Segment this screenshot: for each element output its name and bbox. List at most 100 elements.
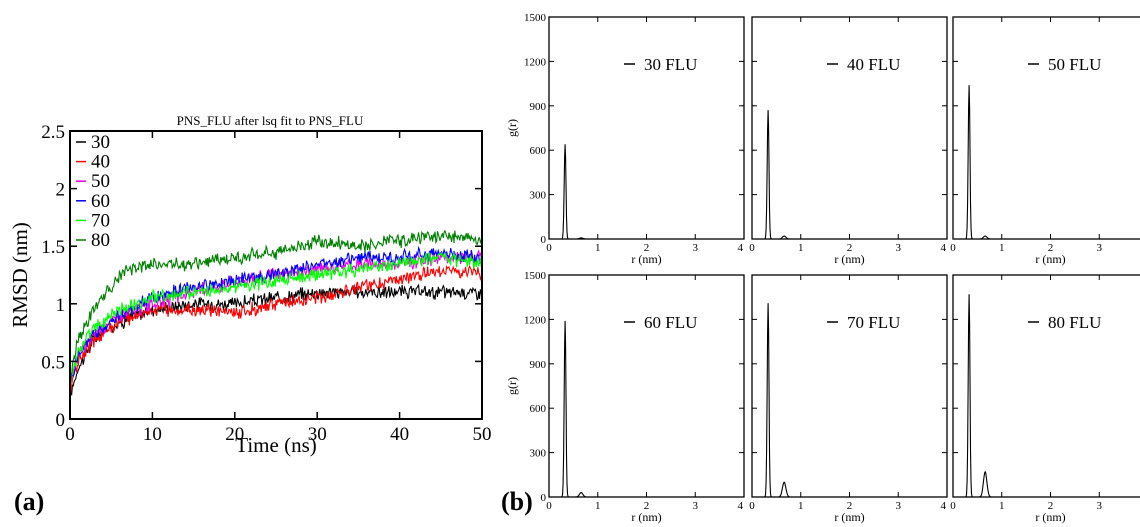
panel-label-a: (a) [14,487,44,516]
rdf-frame [952,16,1140,240]
rdf-legend-label: 40 FLU [847,55,900,74]
rdf-subplot-5: 0 1 2 3 4 r (nm) 70 FLU [749,274,948,524]
rmsd-y-tick-label: 1 [56,295,66,316]
rdf-x-tick-label: 2 [1048,242,1054,254]
rdf-frame [751,274,948,498]
rdf-x-tick-label: 1 [595,242,601,254]
legend-label-50: 50 [91,171,110,192]
rmsd-chart-title: PNS_FLU after lsq fit to PNS_FLU [177,113,364,128]
rdf-y-tick-label: 1200 [524,314,547,326]
rdf-y-tick-label: 300 [530,190,547,202]
rdf-subplot-4: 0 1 2 3 4 0 300 600 900 1200 1500 r (nm) g(r) 60 FLU [505,270,745,524]
rdf-line-30-FLU [549,144,744,240]
rdf-legend-label: 30 FLU [644,55,697,74]
legend-label-40: 40 [91,152,110,173]
rmsd-y-tick-label: 2.5 [41,122,65,143]
rdf-y-tick-label: 1500 [524,12,547,24]
rdf-x-tick-label: 2 [644,242,650,254]
rdf-y-tick-label: 300 [530,448,547,460]
rdf-line-60-FLU [549,320,744,498]
rdf-frame [548,274,745,498]
rdf-x-tick-label: 2 [847,500,853,512]
rmsd-plot-frame [69,130,483,420]
rdf-x-tick-label: 4 [738,242,744,254]
rdf-x-tick-label: 0 [546,242,552,254]
rmsd-x-tick-label: 20 [225,424,244,445]
rmsd-y-axis-label: RMSD (nm) [8,222,32,328]
rdf-y-tick-label: 1200 [524,56,547,68]
rdf-x-axis-label: r (nm) [631,252,661,266]
legend-label-60: 60 [91,191,110,212]
rmsd-series-line-40 [69,264,483,394]
rdf-frame [751,16,948,240]
rmsd-series-line-80 [69,229,483,382]
rdf-legend-label: 60 FLU [644,313,697,332]
rdf-y-tick-label: 600 [530,403,547,415]
rdf-x-tick-label: 0 [749,242,755,254]
rdf-x-tick-label: 1 [595,500,601,512]
rdf-y-tick-label: 0 [541,492,547,504]
rdf-line-80-FLU [953,294,1140,498]
rdf-line-50-FLU [953,85,1140,240]
rdf-x-tick-label: 0 [950,500,956,512]
rdf-y-axis-label: g(r) [505,377,519,395]
rmsd-x-tick-label: 10 [143,424,162,445]
rmsd-series-lines [69,229,483,397]
rdf-frame [952,274,1140,498]
rmsd-x-tick-label: 0 [65,424,75,445]
rmsd-y-tick-label: 2 [56,180,66,201]
rmsd-x-tick-label: 40 [390,424,409,445]
rdf-x-tick-label: 4 [738,500,744,512]
rdf-x-tick-label: 3 [1097,242,1103,254]
rdf-x-tick-label: 1 [798,500,804,512]
rdf-y-tick-label: 600 [530,145,547,157]
rdf-y-tick-label: 900 [530,101,547,113]
rmsd-y-tick-label: 1.5 [41,237,65,258]
rmsd-chart: PNS_FLU after lsq fit to PNS_FLU 0 10 20 30… [8,113,492,457]
rdf-x-tick-label: 1 [999,500,1005,512]
rdf-x-axis-label: r (nm) [631,510,661,524]
rdf-x-tick-label: 3 [693,500,699,512]
rdf-x-tick-label: 4 [941,242,947,254]
legend-label-80: 80 [91,230,110,251]
rdf-x-tick-label: 3 [896,242,902,254]
rdf-x-tick-label: 2 [644,500,650,512]
rmsd-x-tick-label: 30 [308,424,327,445]
panel-label-b: (b) [501,487,533,516]
rdf-subplot-1: 0 1 2 3 4 0 300 600 900 1200 1500 r (nm) g(r) 30 FLU [505,12,745,266]
rdf-x-tick-label: 3 [693,242,699,254]
rdf-legend-label: 50 FLU [1048,55,1101,74]
rdf-x-tick-label: 0 [950,242,956,254]
rdf-x-tick-label: 2 [847,242,853,254]
rdf-x-tick-label: 1 [999,242,1005,254]
legend-label-30: 30 [91,132,110,153]
rdf-x-tick-label: 1 [798,242,804,254]
rdf-x-tick-label: 0 [749,500,755,512]
rdf-x-tick-label: 0 [546,500,552,512]
rdf-subplot-2: 0 1 2 3 4 r (nm) 40 FLU [749,16,948,266]
rdf-x-axis-label: r (nm) [1035,252,1065,266]
rdf-legend-label: 80 FLU [1048,313,1101,332]
rdf-line-70-FLU [752,303,947,498]
rdf-frame [548,16,745,240]
rmsd-x-tick-label: 50 [473,424,492,445]
rdf-y-axis-label: g(r) [505,119,519,137]
rmsd-y-tick-label: 0 [56,410,66,431]
rdf-y-tick-label: 900 [530,359,547,371]
rdf-x-tick-label: 4 [941,500,947,512]
rdf-y-tick-label: 1500 [524,270,547,282]
rmsd-series-line-70 [69,251,483,385]
rdf-x-tick-label: 3 [896,500,902,512]
rmsd-y-tick-label: 0.5 [41,352,65,373]
rdf-x-axis-label: r (nm) [1035,510,1065,524]
rdf-legend-label: 70 FLU [847,313,900,332]
rdf-line-40-FLU [752,110,947,240]
legend-label-70: 70 [91,210,110,231]
rdf-x-tick-label: 2 [1048,500,1054,512]
